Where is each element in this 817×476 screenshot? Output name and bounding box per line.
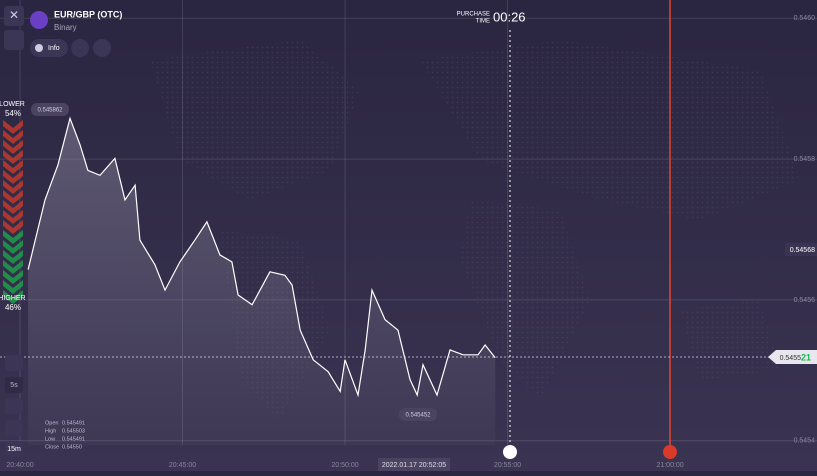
indicator-button[interactable] xyxy=(5,420,23,436)
cursor-time: 2022.01.17 20:52:05 xyxy=(382,462,446,469)
x-tick-label: 20:45:00 xyxy=(169,462,196,469)
sentiment-chevron xyxy=(3,280,23,294)
ohlc-key: Low xyxy=(45,436,55,442)
high-badge xyxy=(31,103,69,116)
draw-button[interactable] xyxy=(5,398,23,414)
purchase-timer: 00:26 xyxy=(493,9,526,24)
x-tick-label: 20:55:00 xyxy=(494,462,521,469)
y-tick-label: 0.5456 xyxy=(794,297,816,304)
lower-label: LOWER xyxy=(0,101,25,108)
interval-button[interactable] xyxy=(5,377,23,393)
level-badge xyxy=(785,243,817,256)
price-tail: 21 xyxy=(801,352,811,362)
sentiment-chevron xyxy=(3,120,23,134)
sentiment-chevron xyxy=(3,180,23,194)
info-label: Info xyxy=(48,45,60,52)
ohlc-value: 0.545491 xyxy=(62,436,85,442)
sentiment-chevron xyxy=(3,270,23,284)
ohlc-key: Close xyxy=(45,444,59,450)
sentiment-chevron xyxy=(3,190,23,204)
higher-pct: 46% xyxy=(5,303,21,312)
sentiment-chevron xyxy=(3,250,23,264)
interval-label: 5s xyxy=(10,382,18,389)
ohlc-key: High xyxy=(45,428,56,434)
low-label: 0.545452 xyxy=(405,413,431,419)
higher-label: HIGHER xyxy=(0,295,26,302)
y-tick-label: 0.5454 xyxy=(794,438,816,445)
sentiment-chevron xyxy=(3,140,23,154)
x-tick-label: 20:40:00 xyxy=(6,462,33,469)
purchase-label: PURCHASE xyxy=(457,12,490,18)
y-tick-label: 0.5460 xyxy=(794,15,816,22)
sentiment-chevron xyxy=(3,130,23,144)
x-tick-label: 20:50:00 xyxy=(331,462,358,469)
info-button[interactable] xyxy=(30,39,68,57)
close-button[interactable] xyxy=(4,6,24,26)
sentiment-bar xyxy=(3,120,23,304)
sentiment-chevron xyxy=(3,290,23,304)
level-label: 0.54568 xyxy=(790,247,815,254)
price-line-series xyxy=(27,116,496,398)
low-badge xyxy=(399,408,437,421)
chart-type-button[interactable] xyxy=(5,355,23,371)
ohlc-value: 0.54550 xyxy=(62,444,82,450)
sentiment-chevron xyxy=(3,210,23,224)
price-main: 0.5455 xyxy=(780,355,802,362)
asset-name[interactable]: EUR/GBP (OTC) xyxy=(54,9,122,19)
plot xyxy=(27,116,496,446)
purchase-label: TIME xyxy=(476,19,490,25)
asset-mode: Binary xyxy=(54,23,77,32)
expiration-marker xyxy=(663,445,677,459)
price-badge xyxy=(768,350,817,364)
sentiment-chevron xyxy=(3,150,23,164)
y-tick-label: 0.5458 xyxy=(794,156,816,163)
sentiment-chevron xyxy=(3,240,23,254)
ohlc-value: 0.545503 xyxy=(62,428,85,434)
sentiment-chevron xyxy=(3,170,23,184)
sentiment-chevron xyxy=(3,260,23,274)
area-fill xyxy=(28,118,496,446)
favorite-button[interactable] xyxy=(93,39,111,57)
timeframe-button[interactable] xyxy=(5,441,23,457)
ohlc-key: Open xyxy=(45,420,58,426)
sentiment-chevron xyxy=(3,230,23,244)
info-icon xyxy=(35,44,43,52)
purchase-marker xyxy=(503,445,517,459)
asset-icon xyxy=(30,11,48,29)
x-tick-label: 21:00:00 xyxy=(656,462,683,469)
ohlc-value: 0.545491 xyxy=(62,420,85,426)
close-icon: ✕ xyxy=(9,8,19,22)
sentiment-chevron xyxy=(3,160,23,174)
sentiment-chevron xyxy=(3,200,23,214)
sentiment-chevron xyxy=(3,220,23,234)
high-label: 0.545862 xyxy=(37,108,63,114)
timeframe-label: 15m xyxy=(7,446,21,453)
alert-button[interactable] xyxy=(71,39,89,57)
lower-pct: 54% xyxy=(5,109,21,118)
collapse-button[interactable] xyxy=(4,30,24,50)
cursor-time-badge xyxy=(378,458,450,471)
